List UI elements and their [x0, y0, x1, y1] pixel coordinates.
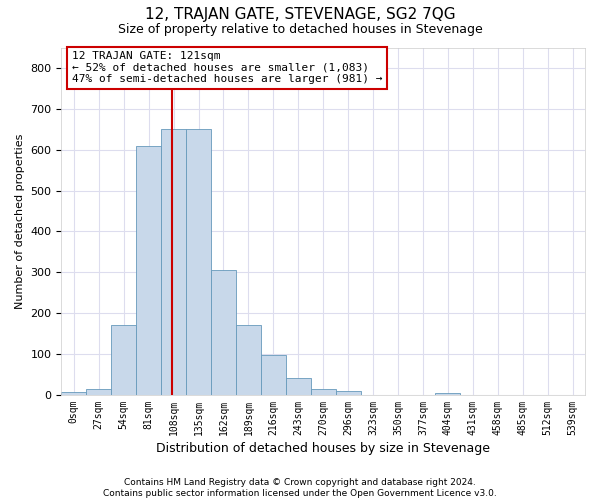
Text: 12 TRAJAN GATE: 121sqm
← 52% of detached houses are smaller (1,083)
47% of semi-: 12 TRAJAN GATE: 121sqm ← 52% of detached… — [72, 51, 382, 84]
Bar — [186, 130, 211, 395]
Bar — [436, 393, 460, 395]
Bar — [136, 146, 161, 395]
Text: Contains HM Land Registry data © Crown copyright and database right 2024.
Contai: Contains HM Land Registry data © Crown c… — [103, 478, 497, 498]
Bar — [111, 326, 136, 395]
Bar — [311, 389, 335, 395]
Text: 12, TRAJAN GATE, STEVENAGE, SG2 7QG: 12, TRAJAN GATE, STEVENAGE, SG2 7QG — [145, 8, 455, 22]
Y-axis label: Number of detached properties: Number of detached properties — [15, 134, 25, 309]
Bar — [335, 391, 361, 395]
Text: Size of property relative to detached houses in Stevenage: Size of property relative to detached ho… — [118, 22, 482, 36]
Bar — [161, 130, 186, 395]
Bar — [211, 270, 236, 395]
Bar — [236, 324, 261, 395]
Bar — [286, 378, 311, 395]
Bar — [86, 389, 111, 395]
X-axis label: Distribution of detached houses by size in Stevenage: Distribution of detached houses by size … — [156, 442, 490, 455]
Bar — [61, 392, 86, 395]
Bar — [261, 356, 286, 395]
